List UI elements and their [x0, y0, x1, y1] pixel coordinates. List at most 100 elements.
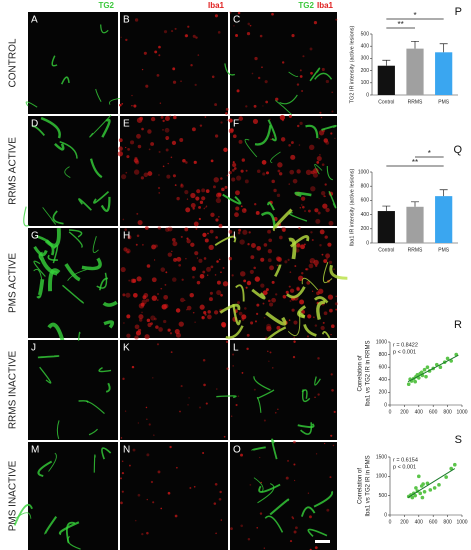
red-signal — [167, 491, 171, 495]
green-signal — [36, 279, 45, 299]
column-header: Iba1 — [208, 1, 225, 10]
y-tick-label: 1000 — [358, 169, 369, 175]
red-signal — [299, 206, 302, 209]
red-signal — [131, 365, 135, 369]
red-signal — [262, 302, 265, 305]
red-signal — [195, 227, 198, 230]
micrograph-bg — [28, 12, 118, 114]
red-signal — [277, 162, 283, 168]
red-signal — [306, 335, 309, 338]
red-signal — [223, 435, 226, 438]
x-tick-label: 1000 — [456, 519, 467, 525]
red-signal — [245, 105, 248, 108]
red-signal — [157, 470, 161, 474]
red-signal — [240, 205, 243, 208]
red-signal — [312, 172, 318, 178]
red-signal — [235, 206, 240, 211]
x-tick-label: Control — [378, 247, 394, 253]
red-signal — [191, 266, 197, 271]
green-signal — [101, 118, 111, 138]
red-signal — [293, 463, 296, 466]
red-signal — [137, 422, 140, 424]
red-signal — [275, 293, 278, 296]
red-signal — [174, 514, 178, 518]
red-signal — [208, 244, 214, 251]
red-signal — [163, 294, 169, 300]
red-signal — [167, 226, 173, 232]
red-signal — [130, 140, 135, 145]
red-signal — [148, 148, 151, 151]
red-signal — [202, 359, 206, 362]
green-signal — [33, 268, 43, 280]
red-signal — [215, 197, 222, 204]
red-signal — [306, 268, 309, 271]
red-signal — [290, 154, 296, 160]
green-signal — [37, 355, 60, 359]
red-signal — [141, 127, 144, 131]
red-signal — [137, 493, 141, 497]
red-signal — [145, 84, 149, 88]
red-signal — [146, 498, 148, 501]
green-signal — [251, 446, 266, 452]
red-signal — [141, 533, 144, 536]
green-signal — [232, 303, 242, 326]
green-signal — [48, 452, 57, 472]
red-signal — [237, 395, 240, 397]
red-signal — [231, 169, 235, 172]
red-signal — [317, 393, 320, 396]
annotation: r = 0.6154 — [393, 457, 418, 463]
red-signal — [201, 196, 206, 201]
red-signal — [203, 257, 207, 260]
red-signal — [152, 501, 155, 504]
red-signal — [176, 256, 182, 262]
row-label: RRMS ACTIVE — [8, 137, 19, 205]
red-signal — [324, 183, 327, 186]
red-signal — [256, 169, 261, 174]
red-signal — [330, 333, 332, 336]
red-signal — [153, 434, 155, 436]
x-tick-label: Control — [378, 99, 394, 105]
y-axis-label: Iba1 vs TG2 IR in RRMS — [366, 341, 372, 407]
red-signal — [241, 372, 244, 374]
red-signal — [240, 271, 246, 277]
red-signal — [201, 188, 206, 193]
red-signal — [262, 105, 264, 107]
green-signal — [235, 284, 245, 302]
red-signal — [288, 114, 292, 118]
red-signal — [203, 383, 206, 387]
red-signal — [263, 243, 268, 247]
point — [444, 475, 448, 479]
green-signal — [287, 312, 301, 336]
red-signal — [268, 238, 273, 243]
red-signal — [256, 303, 260, 307]
red-signal — [197, 54, 200, 56]
red-signal — [219, 490, 222, 494]
red-signal — [186, 198, 189, 200]
red-signal — [291, 308, 295, 312]
red-signal — [275, 97, 279, 101]
red-signal — [319, 111, 322, 114]
significance-label: ** — [398, 20, 404, 29]
point — [406, 382, 411, 387]
red-signal — [121, 103, 124, 105]
red-signal — [165, 148, 169, 152]
micrograph-bg — [28, 340, 118, 440]
green-signal — [59, 141, 78, 159]
y-tick-label: 200 — [379, 390, 388, 396]
red-signal — [291, 298, 294, 301]
red-signal — [298, 144, 301, 146]
red-signal — [309, 261, 312, 263]
bar — [377, 211, 395, 243]
red-signal — [331, 389, 334, 392]
point — [413, 379, 418, 384]
red-signal — [228, 170, 232, 175]
red-signal — [294, 265, 297, 268]
red-signal — [131, 94, 133, 97]
red-signal — [299, 121, 303, 125]
red-signal — [306, 281, 311, 285]
red-signal — [136, 133, 141, 139]
red-signal — [157, 293, 160, 295]
red-signal — [267, 249, 273, 254]
green-signal — [270, 151, 281, 164]
